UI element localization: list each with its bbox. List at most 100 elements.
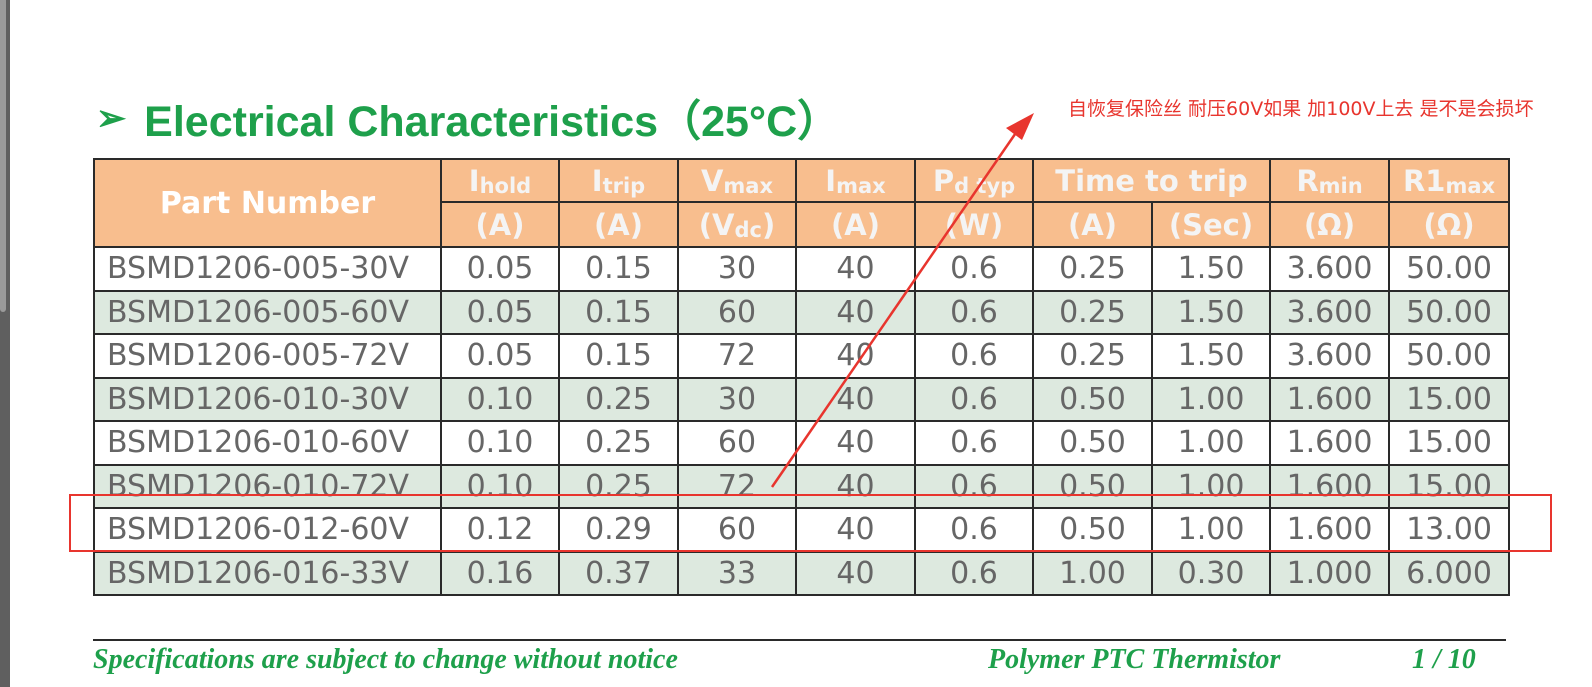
annotation-arrow-head-icon xyxy=(1006,113,1034,140)
cell-ttt-time: 1.00 xyxy=(1150,376,1272,422)
cell-r1max: 6.000 xyxy=(1388,550,1511,596)
unit-ttt-current: (A) xyxy=(1032,201,1153,248)
cell-ttt-time: 0.30 xyxy=(1150,550,1272,596)
header-rmin-sub: min xyxy=(1318,173,1363,198)
table-row: BSMD1206-005-60V 0.05 0.15 60 40 0.6 0.25 1.50 3… xyxy=(93,289,1511,335)
unit-vmax-sub: dc xyxy=(734,217,762,242)
table-row: BSMD1206-010-60V 0.10 0.25 60 40 0.6 0.50 1.00 1… xyxy=(93,420,1511,466)
unit-ihold: (A) xyxy=(440,201,560,248)
cell-itrip: 0.15 xyxy=(558,246,679,292)
cell-rmin: 1.600 xyxy=(1269,376,1391,422)
header-imax: Imax xyxy=(795,158,916,203)
header-imax-main: I xyxy=(825,163,837,198)
cell-part-number: BSMD1206-005-60V xyxy=(93,289,442,335)
header-r1max: R1max xyxy=(1388,158,1511,203)
cell-imax: 40 xyxy=(795,507,916,553)
cell-itrip: 0.29 xyxy=(558,507,679,553)
cell-part-number: BSMD1206-010-30V xyxy=(93,376,442,422)
scrollbar-thumb[interactable] xyxy=(0,0,6,312)
cell-ihold: 0.10 xyxy=(440,376,560,422)
cell-itrip: 0.15 xyxy=(558,333,679,379)
cell-rmin: 3.600 xyxy=(1269,289,1391,335)
footer-page-number: 1 / 10 xyxy=(1412,644,1476,675)
header-pd-main: P xyxy=(932,163,955,198)
cell-ttt-current: 0.50 xyxy=(1032,463,1153,509)
table-row: BSMD1206-010-72V 0.10 0.25 72 40 0.6 0.50 1.00 1… xyxy=(93,463,1511,509)
cell-vmax: 72 xyxy=(677,463,797,509)
unit-itrip: (A) xyxy=(558,201,679,248)
cell-rmin: 1.600 xyxy=(1269,507,1391,553)
cell-pd: 0.6 xyxy=(914,246,1034,292)
cell-ihold: 0.10 xyxy=(440,420,560,466)
footer-disclaimer: Specifications are subject to change wit… xyxy=(93,644,678,675)
cell-pd: 0.6 xyxy=(914,376,1034,422)
header-ihold-main: I xyxy=(468,163,480,198)
cell-part-number: BSMD1206-005-30V xyxy=(93,246,442,292)
header-pd: Pd typ xyxy=(914,158,1034,203)
cell-vmax: 60 xyxy=(677,289,797,335)
header-itrip-main: I xyxy=(591,163,603,198)
cell-ttt-current: 0.25 xyxy=(1032,333,1153,379)
cell-ttt-current: 0.25 xyxy=(1032,246,1153,292)
unit-imax: (A) xyxy=(795,201,916,248)
cell-ihold: 0.05 xyxy=(440,333,560,379)
header-rmin: Rmin xyxy=(1269,158,1391,203)
cell-ihold: 0.10 xyxy=(440,463,560,509)
cell-part-number: BSMD1206-012-60V xyxy=(93,507,442,553)
cell-vmax: 72 xyxy=(677,333,797,379)
unit-pd: (W) xyxy=(914,201,1034,248)
header-itrip: Itrip xyxy=(558,158,679,203)
cell-ttt-time: 1.50 xyxy=(1150,333,1272,379)
cell-r1max: 15.00 xyxy=(1388,376,1511,422)
cell-itrip: 0.25 xyxy=(558,376,679,422)
cell-vmax: 30 xyxy=(677,376,797,422)
cell-imax: 40 xyxy=(795,333,916,379)
cell-ihold: 0.12 xyxy=(440,507,560,553)
cell-ttt-current: 0.50 xyxy=(1032,376,1153,422)
cell-r1max: 15.00 xyxy=(1388,463,1511,509)
cell-ttt-time: 1.00 xyxy=(1150,420,1272,466)
table-row: BSMD1206-010-30V 0.10 0.25 30 40 0.6 0.50 1.00 1… xyxy=(93,376,1511,422)
cell-rmin: 1.000 xyxy=(1269,550,1391,596)
header-r1max-sub: max xyxy=(1445,173,1496,198)
title-bullet-arrow-icon: ➢ xyxy=(96,97,127,138)
header-ihold-sub: hold xyxy=(479,173,532,198)
header-vmax: Vmax xyxy=(677,158,797,203)
cell-ttt-time: 1.50 xyxy=(1150,289,1272,335)
cell-vmax: 60 xyxy=(677,507,797,553)
cell-itrip: 0.37 xyxy=(558,550,679,596)
unit-vmax-post: ) xyxy=(761,207,776,242)
footer-product: Polymer PTC Thermistor xyxy=(988,644,1281,675)
table-row: BSMD1206-005-30V 0.05 0.15 30 40 0.6 0.25 1.50 3… xyxy=(93,246,1511,292)
cell-pd: 0.6 xyxy=(914,333,1034,379)
header-rmin-main: R xyxy=(1296,163,1319,198)
header-pd-sub: d typ xyxy=(954,173,1016,198)
section-title-text: Electrical Characteristics（25°C） xyxy=(144,98,841,146)
header-itrip-sub: trip xyxy=(602,173,646,198)
cell-ttt-time: 1.00 xyxy=(1150,463,1272,509)
cell-ttt-time: 1.50 xyxy=(1150,246,1272,292)
cell-r1max: 50.00 xyxy=(1388,246,1511,292)
cell-rmin: 3.600 xyxy=(1269,246,1391,292)
annotation-text: 自恢复保险丝 耐压60V如果 加100V上去 是不是会损坏 xyxy=(1068,98,1534,120)
cell-rmin: 3.600 xyxy=(1269,333,1391,379)
cell-ttt-time: 1.00 xyxy=(1150,507,1272,553)
cell-ttt-current: 0.25 xyxy=(1032,289,1153,335)
cell-ttt-current: 0.50 xyxy=(1032,420,1153,466)
table-row: BSMD1206-016-33V 0.16 0.37 33 40 0.6 1.00 0.30 1… xyxy=(93,550,1511,596)
cell-r1max: 13.00 xyxy=(1388,507,1511,553)
unit-vmax: (Vdc) xyxy=(677,201,797,248)
cell-imax: 40 xyxy=(795,289,916,335)
cell-part-number: BSMD1206-010-60V xyxy=(93,420,442,466)
cell-ihold: 0.16 xyxy=(440,550,560,596)
cell-imax: 40 xyxy=(795,550,916,596)
cell-r1max: 50.00 xyxy=(1388,289,1511,335)
header-time-to-trip: Time to trip xyxy=(1031,158,1272,203)
unit-vmax-pre: (V xyxy=(698,207,735,242)
header-r1max-main: R1 xyxy=(1402,163,1446,198)
cell-vmax: 30 xyxy=(677,246,797,292)
header-imax-sub: max xyxy=(836,173,886,198)
cell-pd: 0.6 xyxy=(914,507,1034,553)
header-vmax-main: V xyxy=(700,163,724,198)
cell-pd: 0.6 xyxy=(914,420,1034,466)
